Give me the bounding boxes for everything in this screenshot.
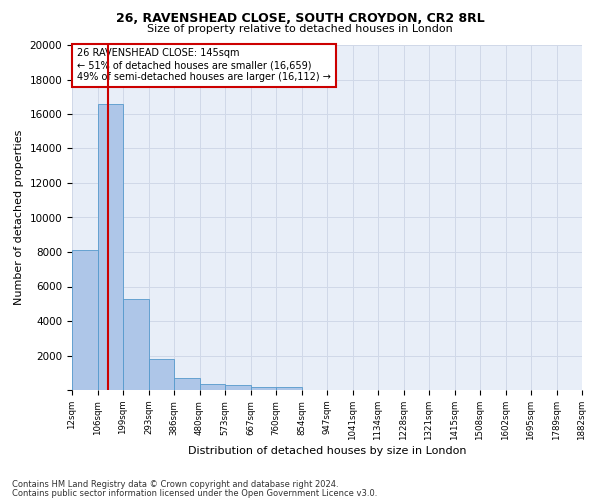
Bar (251, 386, 276, 390)
Y-axis label: Number of detached properties: Number of detached properties (14, 130, 24, 305)
Bar (123, 298, 149, 390)
Text: 26, RAVENSHEAD CLOSE, SOUTH CROYDON, CR2 8RL: 26, RAVENSHEAD CLOSE, SOUTH CROYDON, CR2… (116, 12, 484, 26)
Text: 26 RAVENSHEAD CLOSE: 145sqm
← 51% of detached houses are smaller (16,659)
49% of: 26 RAVENSHEAD CLOSE: 145sqm ← 51% of det… (77, 48, 331, 82)
Bar (199, 384, 225, 390)
Bar (97, 104, 123, 390)
Bar (276, 387, 302, 390)
Bar (225, 385, 251, 390)
X-axis label: Distribution of detached houses by size in London: Distribution of detached houses by size … (188, 446, 466, 456)
Text: Size of property relative to detached houses in London: Size of property relative to detached ho… (147, 24, 453, 34)
Bar (72, 250, 97, 390)
Text: Contains HM Land Registry data © Crown copyright and database right 2024.: Contains HM Land Registry data © Crown c… (12, 480, 338, 489)
Text: Contains public sector information licensed under the Open Government Licence v3: Contains public sector information licen… (12, 488, 377, 498)
Bar (149, 359, 174, 390)
Bar (174, 378, 199, 390)
